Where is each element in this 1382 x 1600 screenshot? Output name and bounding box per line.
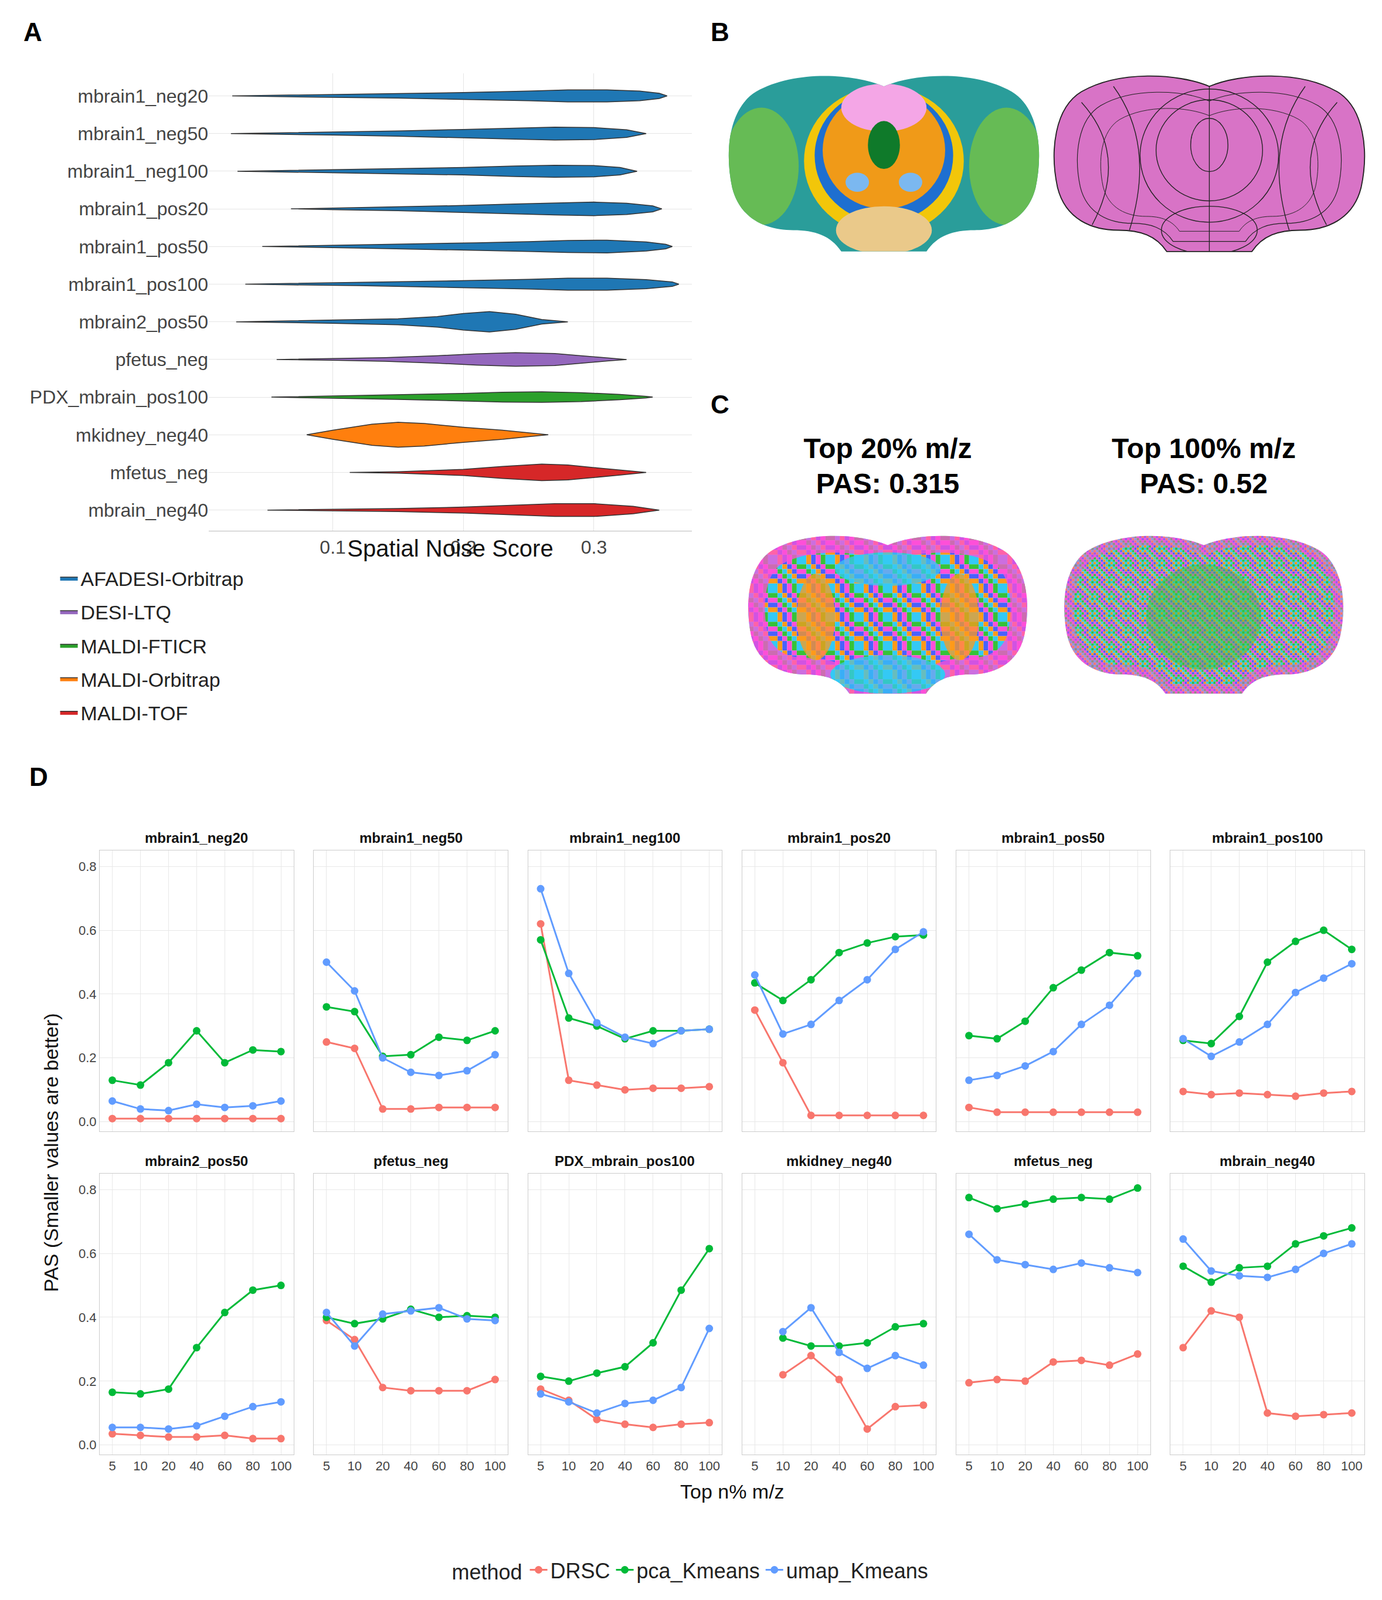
html-text:Top 20% m/z: Top 20% m/z xyxy=(803,432,972,464)
svg-text:40: 40 xyxy=(189,1458,204,1473)
html-text:A: A xyxy=(23,17,43,47)
svg-text:0.8: 0.8 xyxy=(78,1182,97,1197)
svg-text:mbrain1_neg50: mbrain1_neg50 xyxy=(359,829,463,846)
svg-text:5: 5 xyxy=(323,1458,331,1473)
svg-text:10: 10 xyxy=(989,1458,1004,1473)
svg-text:mbrain_neg40: mbrain_neg40 xyxy=(1219,1152,1316,1169)
svg-text:100: 100 xyxy=(1340,1458,1363,1473)
svg-text:mbrain1_neg50: mbrain1_neg50 xyxy=(77,123,209,145)
svg-text:mkidney_neg40: mkidney_neg40 xyxy=(75,424,209,446)
svg-text:80: 80 xyxy=(1102,1458,1117,1473)
svg-text:100: 100 xyxy=(270,1458,292,1473)
svg-text:60: 60 xyxy=(646,1458,661,1473)
svg-text:5: 5 xyxy=(1179,1458,1187,1473)
svg-text:0.3: 0.3 xyxy=(581,536,607,558)
svg-text:5: 5 xyxy=(965,1458,973,1473)
svg-text:0.2: 0.2 xyxy=(78,1050,97,1065)
svg-text:mbrain1_pos20: mbrain1_pos20 xyxy=(78,198,209,220)
svg-text:mbrain1_pos50: mbrain1_pos50 xyxy=(1001,829,1105,846)
svg-text:80: 80 xyxy=(459,1458,474,1473)
svg-text:0.2: 0.2 xyxy=(450,536,477,558)
svg-text:mkidney_neg40: mkidney_neg40 xyxy=(786,1152,892,1169)
svg-text:0.4: 0.4 xyxy=(78,986,97,1002)
svg-text:mbrain1_pos100: mbrain1_pos100 xyxy=(68,273,209,295)
svg-text:5: 5 xyxy=(537,1458,545,1473)
svg-text:mfetus_neg: mfetus_neg xyxy=(110,462,209,484)
svg-text:mbrain_neg40: mbrain_neg40 xyxy=(87,499,209,521)
svg-text:mbrain2_pos50: mbrain2_pos50 xyxy=(78,311,209,333)
svg-text:40: 40 xyxy=(1046,1458,1061,1473)
html-text:PAS: 0.315: PAS: 0.315 xyxy=(816,467,960,499)
svg-text:80: 80 xyxy=(1316,1458,1331,1473)
svg-text:DESI-LTQ: DESI-LTQ xyxy=(80,600,172,624)
svg-text:20: 20 xyxy=(161,1458,176,1473)
svg-text:10: 10 xyxy=(1204,1458,1219,1473)
svg-text:pfetus_neg: pfetus_neg xyxy=(373,1152,449,1169)
html-text:D: D xyxy=(29,762,48,791)
svg-text:100: 100 xyxy=(484,1458,507,1473)
svg-text:20: 20 xyxy=(1231,1458,1246,1473)
svg-text:0.1: 0.1 xyxy=(319,536,346,558)
svg-text:Spatial Noise Score: Spatial Noise Score xyxy=(347,535,553,562)
svg-text:20: 20 xyxy=(375,1458,390,1473)
svg-text:MALDI-FTICR: MALDI-FTICR xyxy=(80,635,207,658)
svg-text:pca_Kmeans: pca_Kmeans xyxy=(636,1558,760,1583)
svg-text:pfetus_neg: pfetus_neg xyxy=(115,348,209,370)
svg-text:0.4: 0.4 xyxy=(78,1309,97,1325)
svg-text:5: 5 xyxy=(751,1458,759,1473)
svg-text:100: 100 xyxy=(1126,1458,1149,1473)
svg-text:mbrain1_neg100: mbrain1_neg100 xyxy=(569,829,681,846)
svg-text:PAS (Smaller values are better: PAS (Smaller values are better) xyxy=(39,1012,63,1292)
svg-text:60: 60 xyxy=(217,1458,232,1473)
svg-text:MALDI-TOF: MALDI-TOF xyxy=(80,701,189,725)
svg-text:80: 80 xyxy=(245,1458,260,1473)
svg-text:mbrain1_neg100: mbrain1_neg100 xyxy=(67,160,209,182)
svg-text:0.6: 0.6 xyxy=(78,1245,97,1261)
svg-text:mbrain1_pos100: mbrain1_pos100 xyxy=(1211,829,1323,846)
svg-text:Top n% m/z: Top n% m/z xyxy=(680,1479,785,1503)
svg-text:mbrain1_neg20: mbrain1_neg20 xyxy=(144,829,249,846)
svg-text:10: 10 xyxy=(133,1458,148,1473)
svg-text:5: 5 xyxy=(108,1458,116,1473)
svg-text:0.0: 0.0 xyxy=(78,1437,97,1452)
svg-text:40: 40 xyxy=(1260,1458,1275,1473)
svg-text:0.2: 0.2 xyxy=(78,1373,97,1389)
html-text:B: B xyxy=(710,17,730,47)
svg-text:80: 80 xyxy=(674,1458,689,1473)
svg-text:mbrain1_pos50: mbrain1_pos50 xyxy=(78,236,209,258)
svg-text:10: 10 xyxy=(561,1458,576,1473)
svg-text:DRSC: DRSC xyxy=(550,1558,611,1583)
svg-text:100: 100 xyxy=(912,1458,935,1473)
svg-text:MALDI-Orbitrap: MALDI-Orbitrap xyxy=(80,668,221,691)
svg-text:0.6: 0.6 xyxy=(78,922,97,938)
svg-text:20: 20 xyxy=(803,1458,818,1473)
svg-text:100: 100 xyxy=(698,1458,721,1473)
svg-text:60: 60 xyxy=(1074,1458,1089,1473)
html-text:Top 100% m/z: Top 100% m/z xyxy=(1111,432,1296,464)
svg-text:0.0: 0.0 xyxy=(78,1114,97,1129)
svg-text:10: 10 xyxy=(775,1458,790,1473)
svg-text:mbrain1_neg20: mbrain1_neg20 xyxy=(77,85,209,107)
svg-text:mbrain2_pos50: mbrain2_pos50 xyxy=(144,1152,249,1169)
svg-text:40: 40 xyxy=(832,1458,847,1473)
svg-text:60: 60 xyxy=(1288,1458,1303,1473)
svg-text:20: 20 xyxy=(589,1458,604,1473)
svg-text:80: 80 xyxy=(888,1458,903,1473)
svg-text:PDX_mbrain_pos100: PDX_mbrain_pos100 xyxy=(554,1152,695,1169)
html-text:C: C xyxy=(710,389,730,419)
svg-text:40: 40 xyxy=(618,1458,633,1473)
svg-text:mfetus_neg: mfetus_neg xyxy=(1013,1152,1093,1169)
html-text:PAS: 0.52: PAS: 0.52 xyxy=(1139,467,1268,499)
svg-text:60: 60 xyxy=(431,1458,446,1473)
svg-text:method: method xyxy=(452,1559,523,1584)
svg-text:0.8: 0.8 xyxy=(78,858,97,874)
svg-text:umap_Kmeans: umap_Kmeans xyxy=(786,1558,929,1583)
svg-text:mbrain1_pos20: mbrain1_pos20 xyxy=(787,829,891,846)
svg-text:PDX_mbrain_pos100: PDX_mbrain_pos100 xyxy=(29,386,209,408)
svg-text:10: 10 xyxy=(347,1458,362,1473)
svg-text:20: 20 xyxy=(1017,1458,1032,1473)
svg-text:40: 40 xyxy=(403,1458,418,1473)
svg-text:60: 60 xyxy=(860,1458,875,1473)
svg-text:AFADESI-Orbitrap: AFADESI-Orbitrap xyxy=(80,567,244,590)
